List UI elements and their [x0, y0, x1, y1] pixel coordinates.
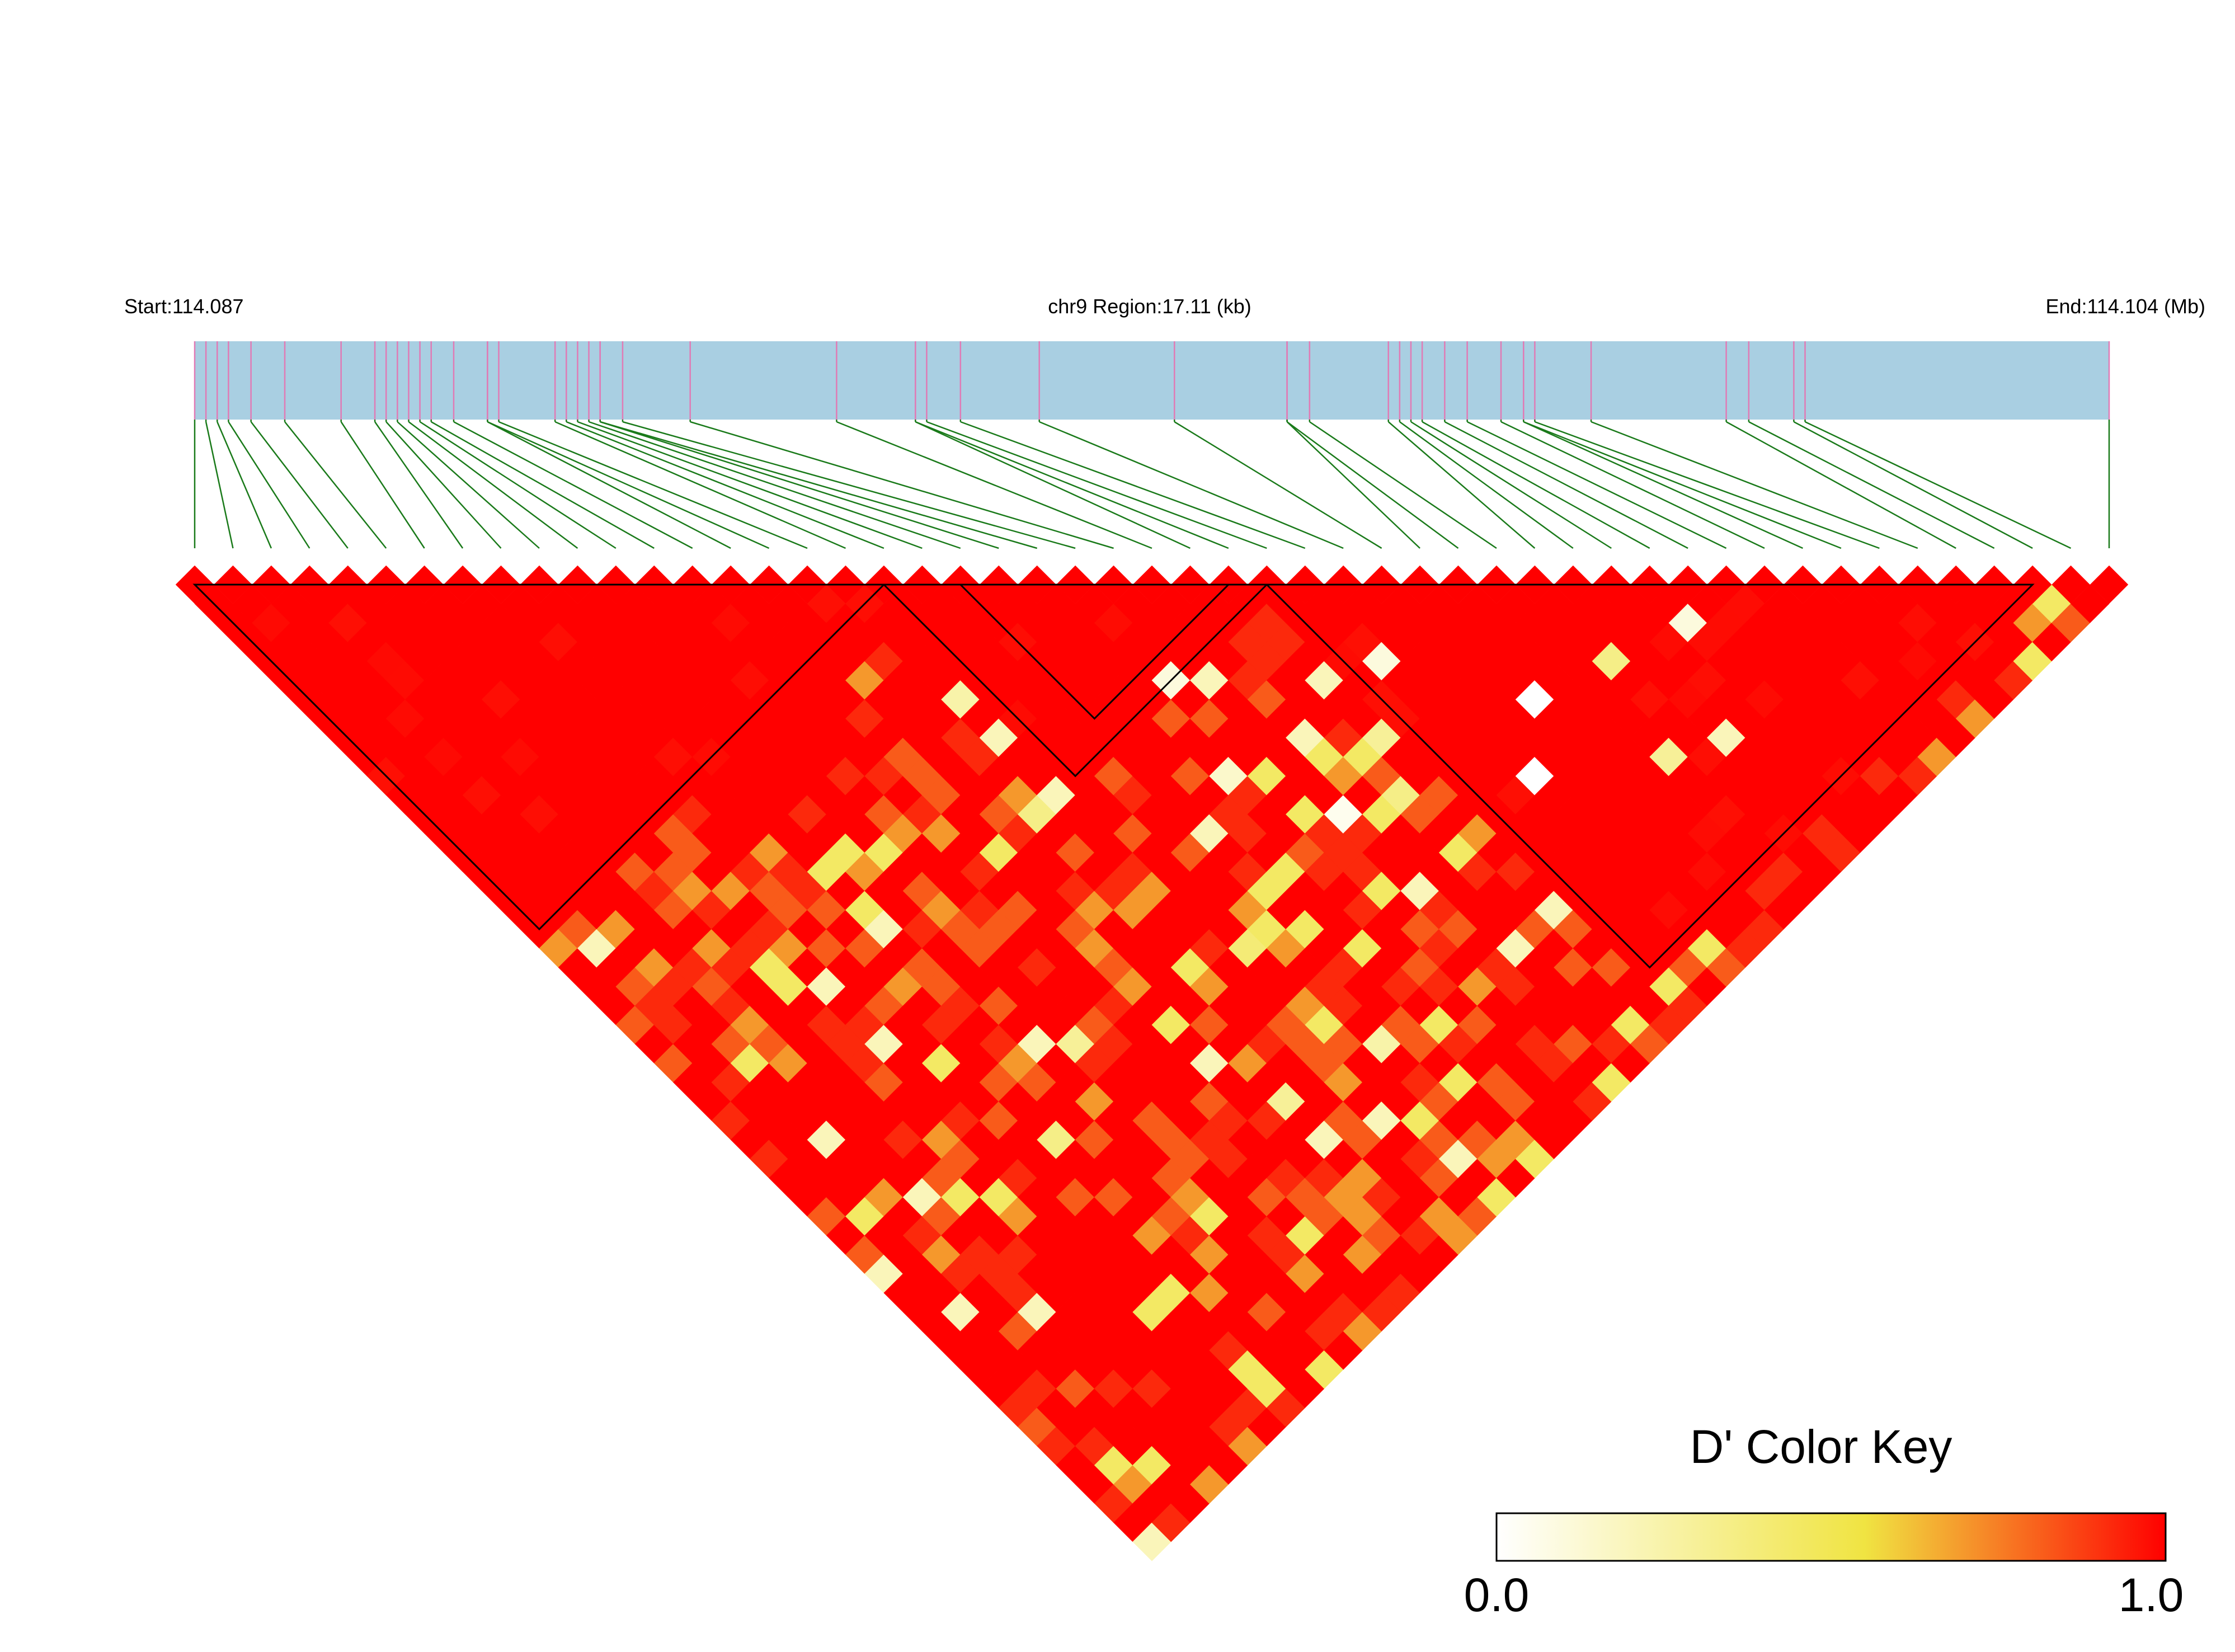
connector-line: [250, 421, 349, 549]
connector-line: [1467, 421, 1727, 549]
connector-line: [453, 421, 693, 549]
connector-line: [1748, 421, 1995, 549]
connector-line: [1725, 421, 1956, 549]
connector-line: [1399, 421, 1574, 549]
connector-line: [385, 421, 502, 549]
color-key: D' Color Key 0.0 1.0: [1464, 1420, 2184, 1621]
connector-line: [284, 421, 387, 549]
connector-line: [408, 421, 578, 549]
connector-line: [374, 421, 464, 549]
connector-line: [836, 421, 1152, 549]
connector-line: [1804, 421, 2072, 549]
connector-line: [1500, 421, 1765, 549]
connector-line: [419, 421, 617, 549]
connector-line: [960, 421, 1306, 549]
connector-line: [566, 421, 884, 549]
region-length-label: chr9 Region:17.11 (kb): [1048, 295, 1251, 318]
track-bar: [195, 341, 2109, 420]
connector-line: [487, 421, 731, 549]
snp-position-track: [194, 341, 2110, 420]
color-key-title: D' Color Key: [1690, 1420, 1952, 1473]
connector-line: [1534, 421, 1880, 549]
ld-block-outline: [1264, 583, 2035, 969]
ld-block-outline: [958, 583, 1231, 720]
connector-line: [1039, 421, 1344, 549]
connector-line: [431, 421, 655, 549]
connector-line: [1591, 421, 1918, 549]
connector-line: [600, 421, 999, 549]
connector-line: [1387, 421, 1536, 549]
connector-line: [1286, 421, 1459, 549]
connector-line: [577, 421, 923, 549]
snp-diagonal-cell: [2090, 565, 2129, 604]
ld-block-outline: [192, 583, 886, 931]
connector-line: [1286, 421, 1420, 549]
connector-line: [340, 421, 425, 549]
connector-line: [397, 421, 540, 549]
connector-line: [1444, 421, 1688, 549]
connector-line: [1309, 421, 1497, 549]
connector-line: [1523, 421, 1842, 549]
connector-line: [487, 421, 770, 549]
connector-line: [498, 421, 808, 549]
snp-diagonal-cell: [2052, 565, 2090, 604]
connector-line: [217, 421, 272, 549]
connector-line: [690, 421, 1114, 549]
ld-cell: [2071, 584, 2110, 623]
connector-line: [915, 421, 1229, 549]
connector-line: [205, 421, 234, 549]
connector-line: [554, 421, 846, 549]
connector-line: [1523, 421, 1803, 549]
region-end-label: End:114.104 (Mb): [2045, 295, 2205, 318]
color-key-min-label: 0.0: [1464, 1569, 1530, 1621]
connector-line: [926, 421, 1267, 549]
color-key-max-label: 1.0: [2119, 1569, 2184, 1621]
connector-line: [1793, 421, 2033, 549]
connector-line: [1174, 421, 1382, 549]
ld-block-outlines: [192, 583, 2035, 969]
connector-line: [1410, 421, 1612, 549]
region-start-label: Start:114.087: [124, 295, 244, 318]
connector-line: [600, 421, 1038, 549]
connector-line: [589, 421, 961, 549]
connector-line: [228, 421, 310, 549]
connector-line: [622, 421, 1076, 549]
connector-line: [1422, 421, 1650, 549]
snp-connector-lines: [194, 420, 2110, 549]
connector-line: [915, 421, 1191, 549]
color-key-gradient-bar: [1495, 1512, 2167, 1562]
